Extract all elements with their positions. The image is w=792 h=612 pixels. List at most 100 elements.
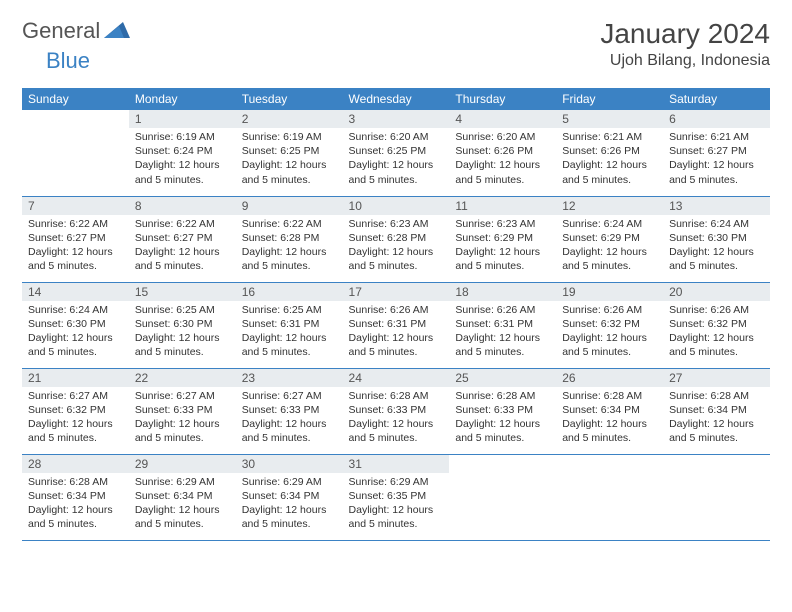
- calendar-day-cell: [449, 454, 556, 540]
- calendar-day-cell: 12Sunrise: 6:24 AMSunset: 6:29 PMDayligh…: [556, 196, 663, 282]
- logo: General: [22, 18, 132, 44]
- day-number: 2: [236, 110, 343, 128]
- calendar-day-cell: 28Sunrise: 6:28 AMSunset: 6:34 PMDayligh…: [22, 454, 129, 540]
- day-details: Sunrise: 6:28 AMSunset: 6:33 PMDaylight:…: [449, 387, 556, 450]
- day-number: 25: [449, 369, 556, 387]
- weekday-header: Monday: [129, 88, 236, 110]
- day-number: 23: [236, 369, 343, 387]
- logo-text-blue: Blue: [46, 48, 90, 74]
- day-number: 19: [556, 283, 663, 301]
- day-details: Sunrise: 6:24 AMSunset: 6:30 PMDaylight:…: [22, 301, 129, 364]
- calendar-day-cell: 3Sunrise: 6:20 AMSunset: 6:25 PMDaylight…: [343, 110, 450, 196]
- calendar-day-cell: [556, 454, 663, 540]
- weekday-header: Friday: [556, 88, 663, 110]
- title-block: January 2024 Ujoh Bilang, Indonesia: [600, 18, 770, 70]
- weekday-header: Wednesday: [343, 88, 450, 110]
- day-details: Sunrise: 6:21 AMSunset: 6:27 PMDaylight:…: [663, 128, 770, 191]
- day-details: Sunrise: 6:20 AMSunset: 6:26 PMDaylight:…: [449, 128, 556, 191]
- day-details: Sunrise: 6:24 AMSunset: 6:30 PMDaylight:…: [663, 215, 770, 278]
- day-details: Sunrise: 6:28 AMSunset: 6:33 PMDaylight:…: [343, 387, 450, 450]
- day-number: 14: [22, 283, 129, 301]
- calendar-day-cell: 27Sunrise: 6:28 AMSunset: 6:34 PMDayligh…: [663, 368, 770, 454]
- day-details: Sunrise: 6:29 AMSunset: 6:34 PMDaylight:…: [236, 473, 343, 536]
- calendar-day-cell: 11Sunrise: 6:23 AMSunset: 6:29 PMDayligh…: [449, 196, 556, 282]
- calendar-day-cell: 14Sunrise: 6:24 AMSunset: 6:30 PMDayligh…: [22, 282, 129, 368]
- day-details: Sunrise: 6:28 AMSunset: 6:34 PMDaylight:…: [663, 387, 770, 450]
- calendar-week-row: 1Sunrise: 6:19 AMSunset: 6:24 PMDaylight…: [22, 110, 770, 196]
- month-title: January 2024: [600, 18, 770, 50]
- calendar-week-row: 7Sunrise: 6:22 AMSunset: 6:27 PMDaylight…: [22, 196, 770, 282]
- calendar-day-cell: 9Sunrise: 6:22 AMSunset: 6:28 PMDaylight…: [236, 196, 343, 282]
- calendar-day-cell: 5Sunrise: 6:21 AMSunset: 6:26 PMDaylight…: [556, 110, 663, 196]
- day-number: 17: [343, 283, 450, 301]
- day-number: 16: [236, 283, 343, 301]
- weekday-header: Saturday: [663, 88, 770, 110]
- day-number: 27: [663, 369, 770, 387]
- calendar-day-cell: 26Sunrise: 6:28 AMSunset: 6:34 PMDayligh…: [556, 368, 663, 454]
- day-details: Sunrise: 6:24 AMSunset: 6:29 PMDaylight:…: [556, 215, 663, 278]
- calendar-day-cell: 19Sunrise: 6:26 AMSunset: 6:32 PMDayligh…: [556, 282, 663, 368]
- calendar-day-cell: 18Sunrise: 6:26 AMSunset: 6:31 PMDayligh…: [449, 282, 556, 368]
- calendar-day-cell: [22, 110, 129, 196]
- day-number: 24: [343, 369, 450, 387]
- day-details: Sunrise: 6:29 AMSunset: 6:35 PMDaylight:…: [343, 473, 450, 536]
- calendar-day-cell: 20Sunrise: 6:26 AMSunset: 6:32 PMDayligh…: [663, 282, 770, 368]
- calendar-day-cell: 15Sunrise: 6:25 AMSunset: 6:30 PMDayligh…: [129, 282, 236, 368]
- calendar-day-cell: 22Sunrise: 6:27 AMSunset: 6:33 PMDayligh…: [129, 368, 236, 454]
- day-number: 7: [22, 197, 129, 215]
- day-details: Sunrise: 6:20 AMSunset: 6:25 PMDaylight:…: [343, 128, 450, 191]
- day-details: Sunrise: 6:27 AMSunset: 6:33 PMDaylight:…: [129, 387, 236, 450]
- day-details: Sunrise: 6:21 AMSunset: 6:26 PMDaylight:…: [556, 128, 663, 191]
- weekday-header: Tuesday: [236, 88, 343, 110]
- day-number: 9: [236, 197, 343, 215]
- logo-text-general: General: [22, 18, 100, 44]
- weekday-header: Sunday: [22, 88, 129, 110]
- day-details: Sunrise: 6:26 AMSunset: 6:32 PMDaylight:…: [663, 301, 770, 364]
- day-details: Sunrise: 6:22 AMSunset: 6:28 PMDaylight:…: [236, 215, 343, 278]
- day-number: 1: [129, 110, 236, 128]
- day-details: Sunrise: 6:23 AMSunset: 6:28 PMDaylight:…: [343, 215, 450, 278]
- day-number: 8: [129, 197, 236, 215]
- day-details: Sunrise: 6:19 AMSunset: 6:24 PMDaylight:…: [129, 128, 236, 191]
- calendar-week-row: 14Sunrise: 6:24 AMSunset: 6:30 PMDayligh…: [22, 282, 770, 368]
- day-number: 29: [129, 455, 236, 473]
- day-number: 26: [556, 369, 663, 387]
- calendar-day-cell: 21Sunrise: 6:27 AMSunset: 6:32 PMDayligh…: [22, 368, 129, 454]
- calendar-body: 1Sunrise: 6:19 AMSunset: 6:24 PMDaylight…: [22, 110, 770, 540]
- day-details: Sunrise: 6:19 AMSunset: 6:25 PMDaylight:…: [236, 128, 343, 191]
- day-number: 11: [449, 197, 556, 215]
- day-details: Sunrise: 6:27 AMSunset: 6:32 PMDaylight:…: [22, 387, 129, 450]
- day-details: Sunrise: 6:28 AMSunset: 6:34 PMDaylight:…: [556, 387, 663, 450]
- day-number: 18: [449, 283, 556, 301]
- calendar-day-cell: 8Sunrise: 6:22 AMSunset: 6:27 PMDaylight…: [129, 196, 236, 282]
- day-number: 12: [556, 197, 663, 215]
- calendar-day-cell: 1Sunrise: 6:19 AMSunset: 6:24 PMDaylight…: [129, 110, 236, 196]
- location: Ujoh Bilang, Indonesia: [600, 52, 770, 70]
- calendar-day-cell: 31Sunrise: 6:29 AMSunset: 6:35 PMDayligh…: [343, 454, 450, 540]
- logo-triangle-icon: [104, 20, 130, 43]
- weekday-header: Thursday: [449, 88, 556, 110]
- day-number: 21: [22, 369, 129, 387]
- calendar-day-cell: 2Sunrise: 6:19 AMSunset: 6:25 PMDaylight…: [236, 110, 343, 196]
- day-number: 20: [663, 283, 770, 301]
- day-number: 13: [663, 197, 770, 215]
- calendar-week-row: 28Sunrise: 6:28 AMSunset: 6:34 PMDayligh…: [22, 454, 770, 540]
- day-number: 31: [343, 455, 450, 473]
- calendar-day-cell: [663, 454, 770, 540]
- calendar-table: SundayMondayTuesdayWednesdayThursdayFrid…: [22, 88, 770, 541]
- day-details: Sunrise: 6:25 AMSunset: 6:30 PMDaylight:…: [129, 301, 236, 364]
- day-details: Sunrise: 6:23 AMSunset: 6:29 PMDaylight:…: [449, 215, 556, 278]
- day-number: 15: [129, 283, 236, 301]
- calendar-day-cell: 29Sunrise: 6:29 AMSunset: 6:34 PMDayligh…: [129, 454, 236, 540]
- day-number: 4: [449, 110, 556, 128]
- calendar-day-cell: 16Sunrise: 6:25 AMSunset: 6:31 PMDayligh…: [236, 282, 343, 368]
- calendar-day-cell: 4Sunrise: 6:20 AMSunset: 6:26 PMDaylight…: [449, 110, 556, 196]
- day-number: 6: [663, 110, 770, 128]
- calendar-day-cell: 23Sunrise: 6:27 AMSunset: 6:33 PMDayligh…: [236, 368, 343, 454]
- calendar-day-cell: 17Sunrise: 6:26 AMSunset: 6:31 PMDayligh…: [343, 282, 450, 368]
- calendar-day-cell: 30Sunrise: 6:29 AMSunset: 6:34 PMDayligh…: [236, 454, 343, 540]
- day-details: Sunrise: 6:26 AMSunset: 6:31 PMDaylight:…: [343, 301, 450, 364]
- day-number: 30: [236, 455, 343, 473]
- day-details: Sunrise: 6:26 AMSunset: 6:32 PMDaylight:…: [556, 301, 663, 364]
- calendar-day-cell: 13Sunrise: 6:24 AMSunset: 6:30 PMDayligh…: [663, 196, 770, 282]
